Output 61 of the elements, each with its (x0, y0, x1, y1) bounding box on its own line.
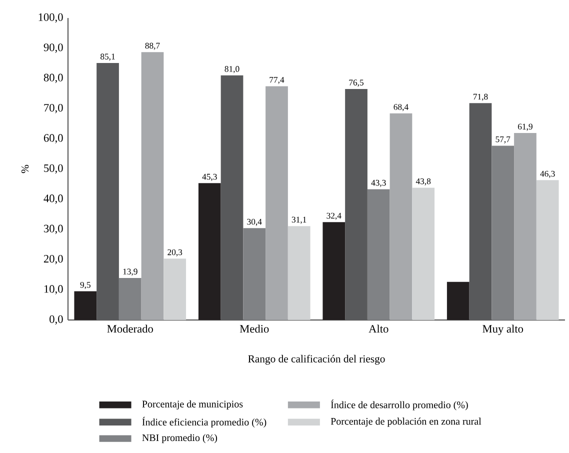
bar (96, 62, 119, 320)
y-tick-label: 0,0 (50, 315, 63, 325)
data-label: 77,4 (270, 76, 284, 84)
data-label: 88,7 (145, 42, 160, 50)
y-tick-label: 30,0 (44, 224, 63, 234)
bar (220, 75, 244, 320)
bar (412, 188, 435, 320)
data-label: 71,8 (473, 94, 488, 101)
bar (469, 103, 492, 320)
bar (198, 183, 221, 320)
data-label: 13,9 (123, 268, 138, 276)
bar (243, 228, 266, 320)
bar (446, 282, 470, 320)
bar (164, 258, 186, 320)
y-tick-label: 60,0 (44, 134, 63, 144)
legend-label: Porcentaje de municipios (142, 400, 243, 410)
y-tick-label: 50,0 (44, 164, 63, 174)
data-label: 31,1 (292, 216, 306, 224)
x-tick-label: Medio (240, 324, 269, 333)
bar (118, 278, 142, 320)
legend-label: Índice de desarrollo promedio (%) (330, 400, 468, 410)
data-label: 81,0 (224, 66, 240, 74)
data-label: 61,9 (518, 124, 532, 131)
y-tick-label: 90,0 (44, 44, 63, 53)
bar (536, 180, 559, 320)
data-label: 43,8 (416, 178, 431, 186)
y-tick-label: 80,0 (44, 74, 63, 84)
data-label: 46,3 (540, 170, 555, 178)
legend-label: NBI promedio (%) (142, 434, 218, 444)
x-tick-label: Alto (368, 324, 388, 333)
data-label: 9,5 (80, 282, 90, 290)
bar (514, 133, 536, 320)
data-label: 57,7 (496, 136, 510, 144)
bar (492, 146, 514, 320)
y-tick-label: 100,0 (38, 13, 63, 23)
bar (345, 88, 368, 320)
bar (266, 86, 288, 320)
data-label: 30,4 (247, 218, 262, 226)
x-tick-label: Muy alto (482, 324, 524, 336)
legend-label: Porcentaje de población en zona rural (330, 418, 482, 427)
legend-label: Índice eficiencia promedio (%) (142, 416, 266, 428)
data-label: 45,3 (202, 174, 217, 181)
data-label: 43,3 (371, 180, 386, 187)
bar (141, 52, 164, 320)
y-tick-label: 20,0 (44, 254, 63, 264)
data-label: 68,4 (394, 104, 408, 112)
y-tick-label: 10,0 (44, 285, 63, 294)
bar (322, 222, 346, 320)
bar (74, 291, 97, 320)
bar (390, 113, 412, 320)
x-tick-label: Moderado (107, 324, 153, 333)
x-axis-title: Rango de calificación del riesgo (248, 354, 385, 365)
data-label: 20,3 (168, 249, 182, 256)
data-label: 32,4 (326, 212, 342, 220)
data-label: 76,5 (349, 80, 364, 87)
bar (288, 226, 310, 320)
y-tick-label: 70,0 (44, 104, 63, 114)
y-axis-title: % (21, 164, 29, 174)
y-tick-label: 40,0 (44, 194, 63, 204)
data-label: 85,1 (100, 54, 115, 61)
bar (367, 189, 390, 320)
